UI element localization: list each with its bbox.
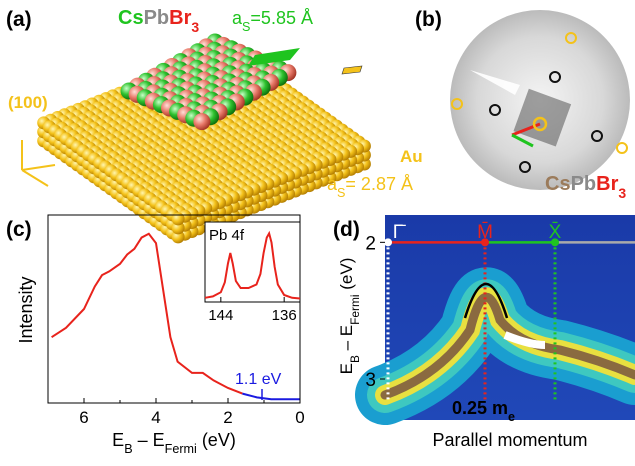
atom xyxy=(171,221,185,235)
text-part: a xyxy=(232,8,243,28)
band xyxy=(380,293,635,400)
annotation: 1.1 eV xyxy=(235,371,282,388)
cell-marker xyxy=(341,65,363,75)
x-tick-label: 4 xyxy=(151,408,160,427)
text-part: = 2.87 Å xyxy=(345,174,413,194)
x-axis-label: Parallel momentum xyxy=(432,430,587,450)
panel-label: (b) xyxy=(415,8,442,31)
x-tick-label: 0 xyxy=(295,408,304,427)
facet-label: (100) xyxy=(8,93,48,112)
x-tick-label: 136 xyxy=(272,307,297,324)
subscript: S xyxy=(242,20,250,34)
subscript: S xyxy=(337,186,345,200)
compound: CsPbBr3 xyxy=(545,173,626,201)
compound-part: Pb xyxy=(144,7,170,29)
plot-frame xyxy=(47,214,301,404)
effective-mass: 0.25 me xyxy=(452,398,515,424)
compound-part: Cs xyxy=(545,173,571,195)
y-axis-label: Intensity xyxy=(16,276,36,343)
spot xyxy=(489,104,501,116)
subscript: B xyxy=(124,442,132,456)
compound-part: 3 xyxy=(191,19,199,35)
k-point xyxy=(384,238,392,247)
compound-part: Cs xyxy=(118,7,144,29)
compound-part: Pb xyxy=(571,173,597,195)
atom xyxy=(171,230,185,244)
compound-part: Br xyxy=(169,7,191,29)
panel-c: 6 4 2 0 (c) Intensity EB – EFermi (eV) 1.1 eV 14… xyxy=(6,214,305,456)
inset-frame xyxy=(204,221,301,303)
spot xyxy=(549,71,561,83)
x-axis-label: EB – EFermi (eV) xyxy=(112,430,236,456)
y-tick-label: 3 xyxy=(365,370,376,391)
spectrum-line xyxy=(242,392,300,401)
spectrum-line xyxy=(204,230,301,300)
spot xyxy=(532,116,548,132)
subscript: Fermi xyxy=(348,294,362,324)
panel-label: (d) xyxy=(333,218,360,241)
panel-label: (c) xyxy=(6,218,32,241)
atom xyxy=(193,113,211,131)
compound-part: 3 xyxy=(618,185,626,201)
spot xyxy=(565,32,577,44)
panel-b: (b) CsPbBr3 xyxy=(415,8,630,201)
k-point-label: Γ̄ xyxy=(393,222,406,243)
compound-part: Br xyxy=(596,173,618,195)
vector xyxy=(511,133,534,148)
substrate-label: Au xyxy=(400,147,423,166)
cell-marker xyxy=(248,48,300,66)
spot xyxy=(451,98,463,110)
panel-label: (a) xyxy=(6,8,32,31)
subscript: B xyxy=(348,355,362,363)
y-axis-label: EB – EFermi (eV) xyxy=(337,258,362,375)
shadow xyxy=(470,70,520,95)
text-part: E xyxy=(337,363,356,374)
text-part: (eV) xyxy=(197,430,236,450)
subscript: Fermi xyxy=(165,442,197,456)
hotspot xyxy=(503,331,546,349)
x-tick-label: 6 xyxy=(79,408,88,427)
inset-title: Pb 4f xyxy=(209,227,245,244)
spot xyxy=(591,130,603,142)
k-point-label: X̄ xyxy=(549,222,562,243)
text-part: – E xyxy=(337,325,356,355)
subscript: e xyxy=(508,410,515,424)
atom xyxy=(171,212,185,226)
text-part: (eV) xyxy=(337,258,356,295)
parabola-fit xyxy=(463,283,509,319)
x-tick-label: 144 xyxy=(208,307,233,324)
text-part: 0.25 m xyxy=(452,398,508,418)
k-point-label: M̄ xyxy=(477,222,493,243)
lattice-constant: aS=5.85 Å xyxy=(232,8,313,34)
text-part: =5.85 Å xyxy=(250,8,313,28)
k-point xyxy=(481,238,489,247)
text-part: E xyxy=(112,430,124,450)
x-tick-label: 2 xyxy=(223,408,232,427)
text-part: a xyxy=(327,174,338,194)
panel-d: Γ̄ M̄ X̄ 0.25 me (d)2 3EB – EFermi (eV) Parall… xyxy=(333,215,635,450)
spot xyxy=(519,161,531,173)
lattice-constant: aS= 2.87 Å xyxy=(327,174,413,200)
axes-icon xyxy=(21,140,56,187)
k-point xyxy=(551,238,559,247)
spectrum-line xyxy=(51,232,243,395)
compound: CsPbBr3 xyxy=(118,7,199,35)
y-tick-label: 2 xyxy=(365,233,376,254)
text-part: – E xyxy=(133,430,165,450)
spot xyxy=(616,142,628,154)
